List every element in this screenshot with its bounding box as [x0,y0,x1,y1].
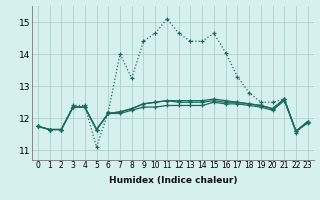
X-axis label: Humidex (Indice chaleur): Humidex (Indice chaleur) [108,176,237,185]
